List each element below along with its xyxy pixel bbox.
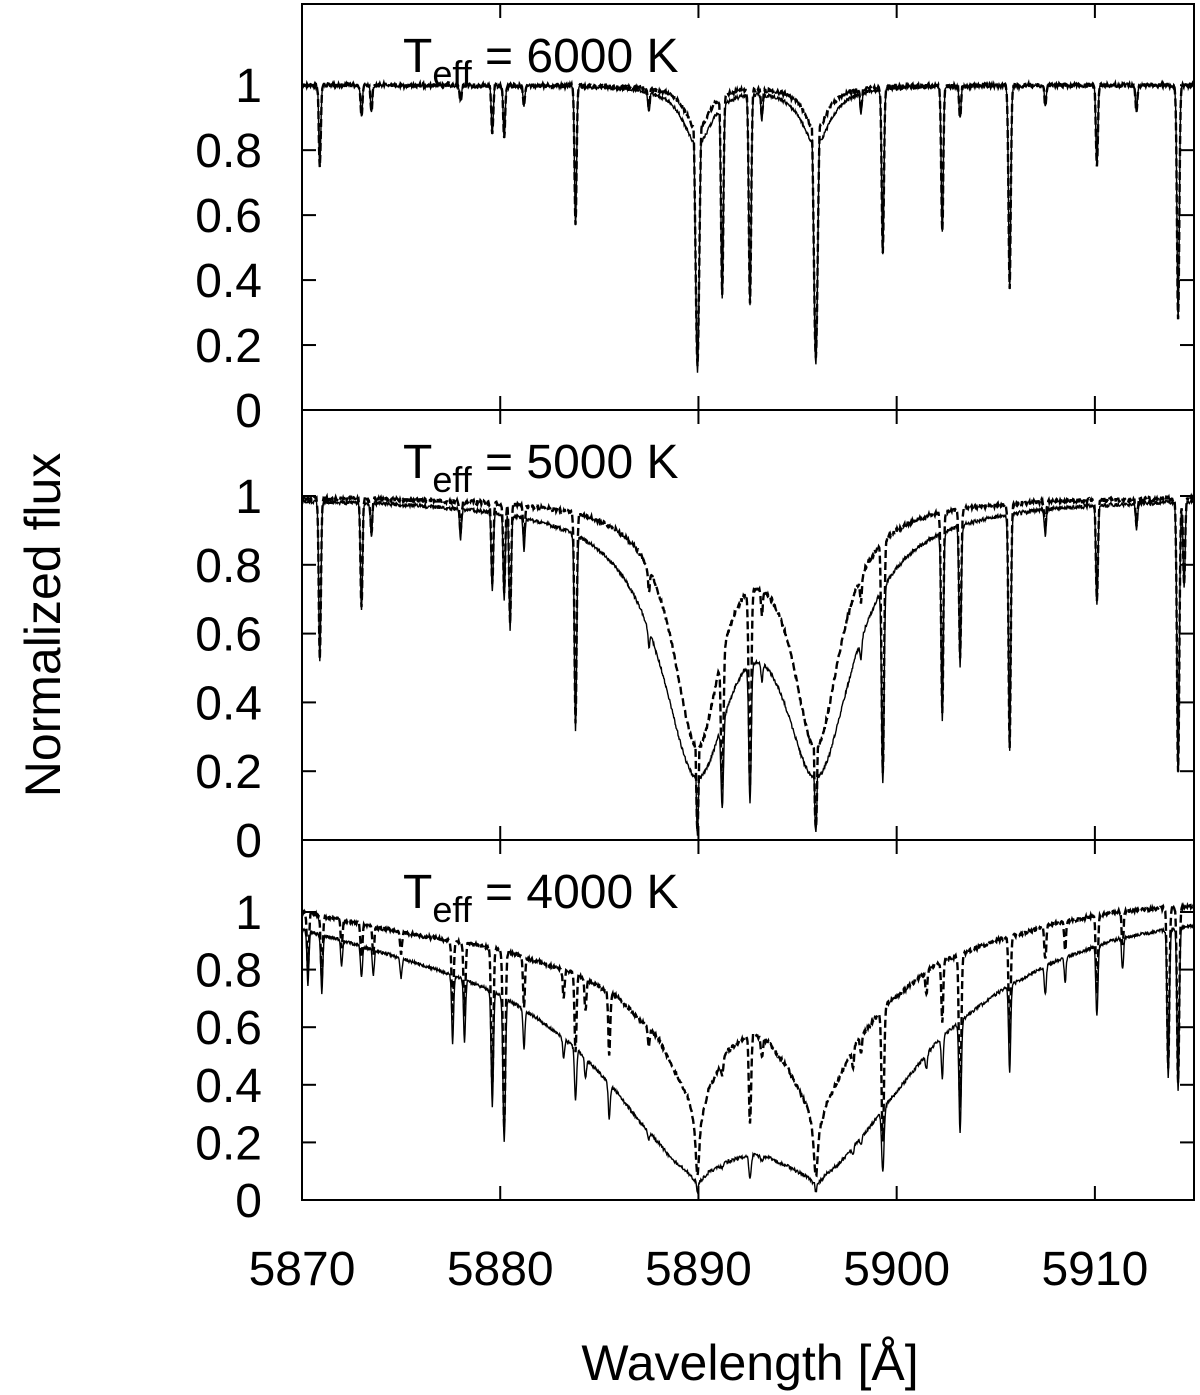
y-tick-label: 0.8 (195, 125, 262, 178)
y-tick-label: 0.6 (195, 609, 262, 662)
y-tick-label: 0.4 (195, 677, 262, 730)
y-tick-label: 0.2 (195, 1117, 262, 1170)
annotation-suffix: = 6000 K (472, 30, 679, 83)
annotation-suffix: = 5000 K (472, 436, 679, 489)
annotation-prefix: T (403, 866, 432, 919)
annotation-subscript: eff (432, 889, 472, 930)
y-tick-label: 1 (235, 60, 262, 113)
panel-annotation: Teff = 4000 K (403, 866, 679, 930)
annotation-prefix: T (403, 30, 432, 83)
panel-3: 00.20.40.60.81 5870 5880 5890 5900 5910 Teff =… (195, 839, 1195, 1296)
y-tick-label: 0.8 (195, 945, 262, 998)
y-tick-label: 0.4 (195, 1060, 262, 1113)
series-solid (302, 497, 1194, 836)
series-dashed (302, 901, 1194, 1179)
y-tick-label: 0.2 (195, 320, 262, 373)
annotation-prefix: T (403, 436, 432, 489)
panel-frame (301, 839, 1195, 1201)
x-tick-label: 5910 (1041, 1243, 1148, 1296)
y-tick-label: 1 (235, 887, 262, 940)
annotation-subscript: eff (432, 53, 472, 94)
y-axis-label: Normalized flux (15, 453, 71, 798)
y-tick-label: 0.4 (195, 255, 262, 308)
series-solid (302, 923, 1194, 1195)
y-tick-label: 0 (235, 1175, 262, 1228)
panel-1: 0 0.2 0.4 0.6 0.8 1 Teff = 6000 K (195, 3, 1195, 438)
y-tick-label: 1 (235, 471, 262, 524)
y-tick-label: 0.2 (195, 746, 262, 799)
y-tick-label: 0 (235, 385, 262, 438)
panel-annotation: Teff = 6000 K (403, 30, 679, 94)
x-axis-label: Wavelength [Å] (581, 1335, 918, 1391)
y-tick-label: 0 (235, 815, 262, 868)
annotation-suffix: = 4000 K (472, 866, 679, 919)
y-tick-label: 0.6 (195, 1002, 262, 1055)
panel-annotation: Teff = 5000 K (403, 436, 679, 500)
panel-2: 0 0.2 0.4 0.6 0.8 1 Teff = 5000 K (195, 409, 1195, 868)
x-tick-label: 5880 (447, 1243, 554, 1296)
x-tick-label: 5900 (843, 1243, 950, 1296)
x-tick-label: 5890 (645, 1243, 752, 1296)
series-dashed (302, 78, 1194, 367)
annotation-subscript: eff (432, 459, 472, 500)
series-dashed (302, 492, 1194, 833)
y-tick-label: 0.8 (195, 540, 262, 593)
x-tick-label: 5870 (249, 1243, 356, 1296)
y-tick-label: 0.6 (195, 190, 262, 243)
